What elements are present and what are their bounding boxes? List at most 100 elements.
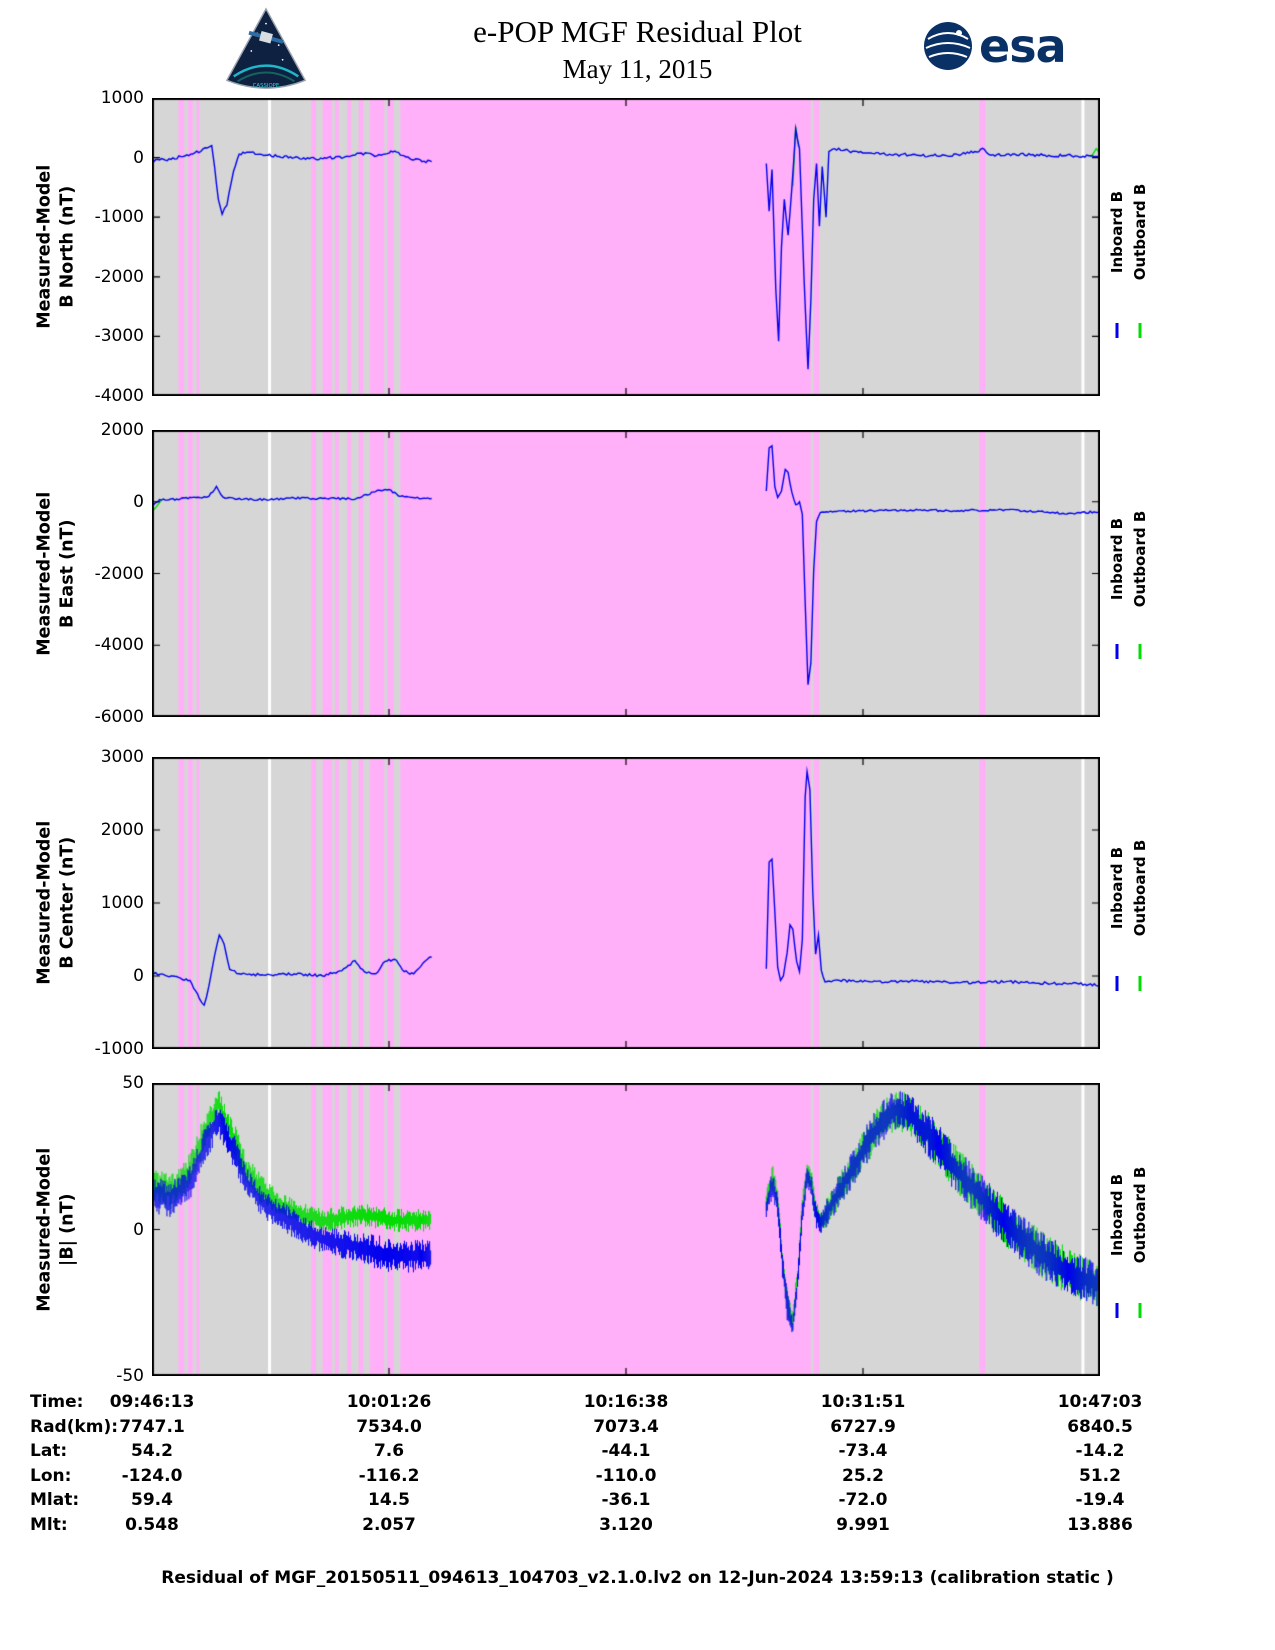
y-axis-label-line1: Measured-Model: [34, 164, 55, 330]
plot-area-b-magnitude: [152, 1083, 1100, 1376]
legend-inboard: Inboard B: [1106, 757, 1128, 1049]
legend-inboard-label: Inboard B: [1108, 1173, 1126, 1256]
axis-value: 54.2: [131, 1441, 173, 1462]
axis-value: -72.0: [838, 1490, 888, 1511]
axis-value: -19.4: [1075, 1490, 1125, 1511]
y-axis-label-line2: |B| (nT): [57, 1193, 77, 1266]
legend-outboard: Outboard B: [1129, 98, 1151, 396]
axis-value: 2.057: [362, 1514, 416, 1535]
chart-canvas-b-east: [152, 430, 1100, 717]
y-axis-label-b-north: Measured-Model B North (nT): [28, 98, 84, 396]
axis-value: 14.5: [368, 1490, 410, 1511]
axis-value: -14.2: [1075, 1441, 1125, 1462]
y-axis-label-text: Measured-Model |B| (nT): [33, 1147, 79, 1311]
chart-canvas-b-north: [152, 98, 1100, 396]
legend-outboard: Outboard B: [1129, 757, 1151, 1049]
legend-inboard-mark: [1115, 1303, 1119, 1318]
footer-caption: Residual of MGF_20150511_094613_104703_v…: [161, 1568, 1114, 1588]
legend-outboard-mark: [1138, 323, 1142, 338]
y-axis-label-b-center: Measured-Model B Center (nT): [28, 757, 84, 1049]
axis-value: 10:16:38: [583, 1392, 669, 1412]
axis-row-mlt: Mlt: 0.548 2.057 3.120 9.991 13.886: [0, 1515, 1275, 1540]
legend-outboard-label: Outboard B: [1131, 183, 1149, 281]
axis-value: 7747.1: [119, 1416, 185, 1437]
panel-b-north: Measured-Model B North (nT) 1000 0 -1000 -20…: [0, 88, 1275, 406]
axis-value: -36.1: [601, 1490, 651, 1511]
esa-emblem-icon: [924, 22, 972, 70]
legend-outboard-label: Outboard B: [1131, 840, 1149, 937]
panel-legend: Inboard B Outboard B: [1102, 757, 1174, 1049]
panel-legend: Inboard B Outboard B: [1102, 1083, 1174, 1376]
axis-value: 6840.5: [1067, 1416, 1133, 1437]
legend-outboard-label: Outboard B: [1131, 1166, 1149, 1264]
axis-value: 10:31:51: [820, 1392, 906, 1412]
y-axis-label-line1: Measured-Model: [34, 491, 55, 656]
legend-inboard-mark: [1115, 976, 1119, 991]
axis-row-label: Mlat:: [30, 1490, 80, 1511]
axis-value: 0.548: [125, 1514, 179, 1535]
axis-value: -73.4: [838, 1441, 888, 1462]
legend-outboard-label: Outboard B: [1131, 510, 1149, 608]
y-axis-label-text: Measured-Model B Center (nT): [33, 821, 79, 985]
y-axis-label-line2: B North (nT): [57, 185, 77, 309]
y-axis-label-text: Measured-Model B East (nT): [33, 491, 79, 655]
plot-area-b-north: [152, 98, 1100, 396]
axis-row-label: Rad(km):: [30, 1416, 119, 1437]
axis-row-lat: Lat: 54.2 7.6 -44.1 -73.4 -14.2: [0, 1441, 1275, 1466]
chart-canvas-b-magnitude: [152, 1083, 1100, 1376]
axis-row-label: Time:: [30, 1392, 84, 1412]
axis-row-time: Time: 09:46:13 10:01:26 10:16:38 10:31:51 10:…: [0, 1392, 1275, 1417]
axis-value: 9.991: [836, 1514, 890, 1535]
y-axis-label-line2: B East (nT): [57, 519, 77, 628]
axis-row-radkm: Rad(km): 7747.1 7534.0 7073.4 6727.9 6840.5: [0, 1417, 1275, 1442]
axis-row-label: Lon:: [30, 1465, 72, 1486]
panel-legend: Inboard B Outboard B: [1102, 98, 1174, 396]
legend-outboard-mark: [1138, 1303, 1142, 1318]
axis-value: -44.1: [601, 1441, 651, 1462]
esa-logo-text: esa: [979, 19, 1067, 73]
legend-inboard-mark: [1115, 644, 1119, 659]
axis-value: 25.2: [842, 1465, 884, 1486]
y-axis-label-text: Measured-Model B North (nT): [33, 165, 79, 329]
axis-table: Time: 09:46:13 10:01:26 10:16:38 10:31:51 10:…: [0, 1392, 1275, 1540]
legend-outboard: Outboard B: [1129, 430, 1151, 717]
axis-value: 7534.0: [356, 1416, 422, 1437]
axis-value: 7.6: [373, 1441, 405, 1462]
legend-outboard-mark: [1138, 976, 1142, 991]
legend-outboard-mark: [1138, 644, 1142, 659]
plot-title: e-POP MGF Residual Plot: [473, 14, 802, 49]
axis-value: 10:01:26: [346, 1392, 432, 1412]
axis-value: -116.2: [358, 1465, 420, 1486]
legend-outboard: Outboard B: [1129, 1083, 1151, 1376]
plot-date: May 11, 2015: [562, 54, 713, 84]
legend-inboard: Inboard B: [1106, 430, 1128, 717]
panel-b-center: Measured-Model B Center (nT) 3000 2000 1000…: [0, 747, 1275, 1059]
legend-inboard-mark: [1115, 323, 1119, 338]
y-axis-label-b-east: Measured-Model B East (nT): [28, 430, 84, 717]
axis-value: -124.0: [121, 1465, 183, 1486]
axis-value: 3.120: [599, 1514, 653, 1535]
axis-row-label: Mlt:: [30, 1514, 68, 1535]
legend-inboard: Inboard B: [1106, 98, 1128, 396]
axis-row-lon: Lon: -124.0 -116.2 -110.0 25.2 51.2: [0, 1466, 1275, 1491]
axis-value: 10:47:03: [1057, 1392, 1143, 1412]
y-axis-label-line1: Measured-Model: [34, 820, 55, 986]
mission-patch-icon: CASSIOPE: [225, 7, 307, 89]
legend-inboard-label: Inboard B: [1108, 518, 1126, 601]
axis-value: 6727.9: [830, 1416, 896, 1437]
axis-value: 7073.4: [593, 1416, 659, 1437]
legend-inboard-label: Inboard B: [1108, 847, 1126, 930]
plot-area-b-east: [152, 430, 1100, 717]
axis-row-label: Lat:: [30, 1441, 68, 1462]
panel-b-east: Measured-Model B East (nT) 2000 0 -2000 -400…: [0, 420, 1275, 727]
y-axis-label-b-magnitude: Measured-Model |B| (nT): [28, 1083, 84, 1376]
y-axis-label-line2: B Center (nT): [57, 837, 77, 969]
legend-inboard: Inboard B: [1106, 1083, 1128, 1376]
axis-value: 51.2: [1079, 1465, 1121, 1486]
axis-value: 13.886: [1067, 1514, 1133, 1535]
plot-area-b-center: [152, 757, 1100, 1049]
patch-title: CASSIOPE: [253, 83, 280, 89]
esa-logo: esa: [922, 19, 1067, 73]
panel-b-magnitude: Measured-Model |B| (nT) 50 0 -50 Inboard B …: [0, 1073, 1275, 1386]
